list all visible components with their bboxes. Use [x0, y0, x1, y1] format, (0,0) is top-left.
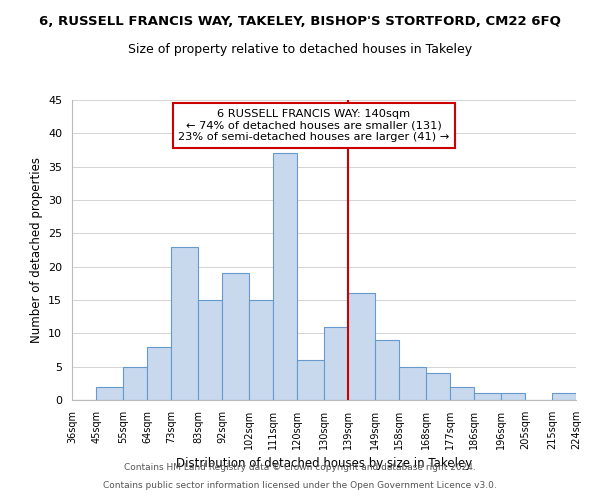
- Text: Contains public sector information licensed under the Open Government Licence v3: Contains public sector information licen…: [103, 481, 497, 490]
- Bar: [198, 300, 222, 400]
- Bar: [450, 386, 474, 400]
- Bar: [96, 386, 123, 400]
- Bar: [222, 274, 249, 400]
- Text: Contains HM Land Registry data © Crown copyright and database right 2024.: Contains HM Land Registry data © Crown c…: [124, 464, 476, 472]
- Bar: [474, 394, 501, 400]
- Bar: [297, 360, 324, 400]
- Bar: [375, 340, 399, 400]
- X-axis label: Distribution of detached houses by size in Takeley: Distribution of detached houses by size …: [176, 458, 472, 470]
- Text: 6, RUSSELL FRANCIS WAY, TAKELEY, BISHOP'S STORTFORD, CM22 6FQ: 6, RUSSELL FRANCIS WAY, TAKELEY, BISHOP'…: [39, 15, 561, 28]
- Bar: [324, 326, 348, 400]
- Bar: [123, 366, 147, 400]
- Bar: [552, 394, 576, 400]
- Bar: [249, 300, 273, 400]
- Bar: [399, 366, 426, 400]
- Bar: [147, 346, 171, 400]
- Y-axis label: Number of detached properties: Number of detached properties: [29, 157, 43, 343]
- Bar: [501, 394, 525, 400]
- Bar: [426, 374, 450, 400]
- Bar: [171, 246, 198, 400]
- Bar: [348, 294, 375, 400]
- Bar: [273, 154, 297, 400]
- Text: Size of property relative to detached houses in Takeley: Size of property relative to detached ho…: [128, 42, 472, 56]
- Text: 6 RUSSELL FRANCIS WAY: 140sqm
← 74% of detached houses are smaller (131)
23% of : 6 RUSSELL FRANCIS WAY: 140sqm ← 74% of d…: [178, 109, 449, 142]
